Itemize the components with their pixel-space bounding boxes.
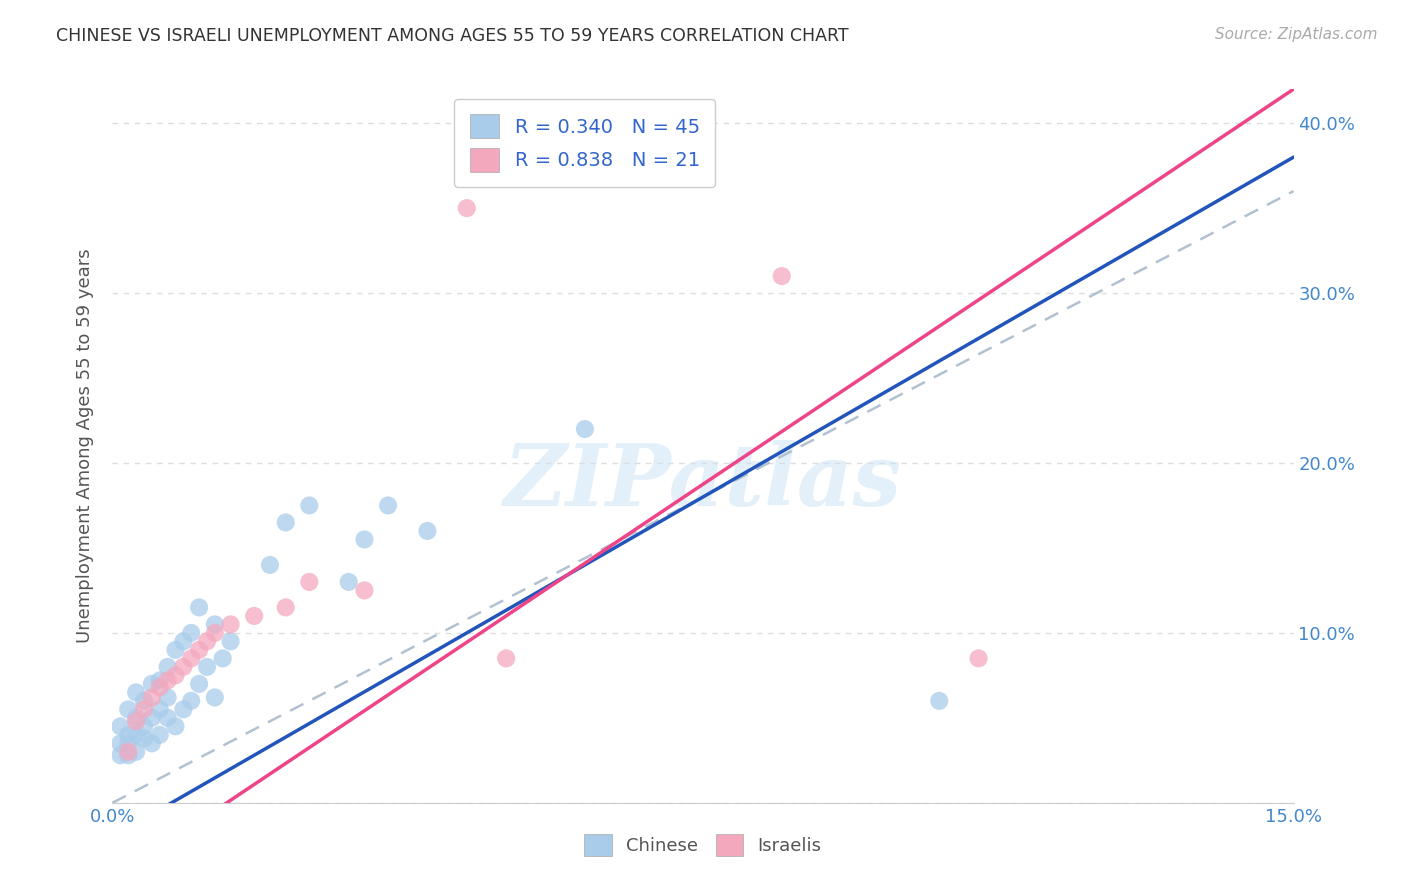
Point [165,668,187,682]
Point [117,702,139,716]
Point [125,685,148,699]
Point [353,583,375,598]
Point [188,600,211,615]
Point [117,728,139,742]
Point [172,702,194,716]
Text: Source: ZipAtlas.com: Source: ZipAtlas.com [1215,27,1378,42]
Point [219,617,242,632]
Point [156,690,179,705]
Point [132,694,155,708]
Point [132,731,155,746]
Point [353,533,375,547]
Point [377,499,399,513]
Point [165,643,187,657]
Point [165,719,187,733]
Point [141,711,163,725]
Point [259,558,281,572]
Point [149,673,172,688]
Point [416,524,439,538]
Legend: Chinese, Israelis: Chinese, Israelis [575,825,831,865]
Point [219,634,242,648]
Point [149,728,172,742]
Point [172,660,194,674]
Point [243,608,266,623]
Point [928,694,950,708]
Point [110,719,132,733]
Point [132,719,155,733]
Point [180,694,202,708]
Point [495,651,517,665]
Text: ZIPatlas: ZIPatlas [503,440,903,524]
Text: CHINESE VS ISRAELI UNEMPLOYMENT AMONG AGES 55 TO 59 YEARS CORRELATION CHART: CHINESE VS ISRAELI UNEMPLOYMENT AMONG AG… [56,27,849,45]
Point [156,660,179,674]
Point [125,711,148,725]
Point [195,634,218,648]
Point [456,201,478,215]
Point [117,748,139,763]
Point [172,634,194,648]
Point [337,574,360,589]
Point [125,728,148,742]
Point [180,626,202,640]
Point [156,711,179,725]
Point [204,626,226,640]
Point [132,702,155,716]
Point [967,651,990,665]
Point [298,574,321,589]
Point [141,677,163,691]
Point [141,736,163,750]
Point [574,422,596,436]
Point [125,745,148,759]
Point [211,651,233,665]
Point [117,736,139,750]
Point [195,660,218,674]
Point [156,673,179,688]
Point [125,714,148,729]
Point [180,651,202,665]
Point [149,680,172,694]
Point [188,677,211,691]
Point [204,690,226,705]
Point [117,745,139,759]
Point [298,499,321,513]
Point [274,600,297,615]
Point [141,690,163,705]
Point [110,748,132,763]
Point [770,269,793,284]
Point [188,643,211,657]
Point [110,736,132,750]
Point [274,516,297,530]
Y-axis label: Unemployment Among Ages 55 to 59 years: Unemployment Among Ages 55 to 59 years [76,249,94,643]
Point [149,702,172,716]
Point [204,617,226,632]
